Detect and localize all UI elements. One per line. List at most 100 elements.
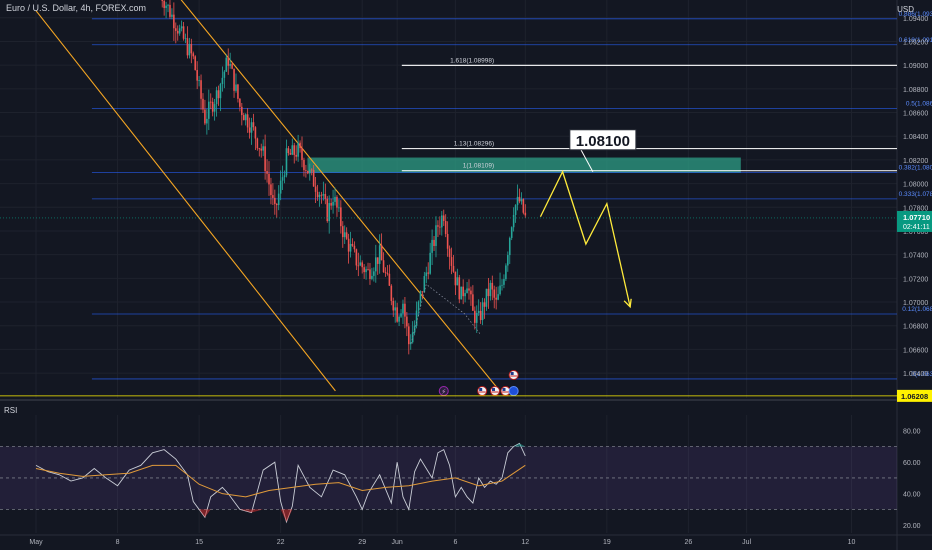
rsi-oversold-fill <box>251 509 264 513</box>
candle-body <box>429 252 431 274</box>
candle-body <box>322 194 325 196</box>
y-tick-label: 1.07000 <box>903 300 928 307</box>
x-tick-label: 6 <box>453 539 457 546</box>
candle-body <box>318 194 321 198</box>
rsi-oversold-fill <box>204 509 211 518</box>
candle-body <box>454 271 457 286</box>
event-eu-flag-icon <box>508 386 519 396</box>
candle-body <box>433 239 435 246</box>
candle-body <box>450 257 453 266</box>
x-tick-label: Jun <box>392 539 403 546</box>
candle-body <box>258 148 261 150</box>
candle-body <box>448 248 451 258</box>
candle-body <box>384 272 387 273</box>
candle-body <box>188 44 191 56</box>
rsi-tick-label: 80.00 <box>903 429 921 436</box>
candle-body <box>411 332 414 343</box>
candle-body <box>376 257 379 264</box>
callout-pointer <box>579 147 594 172</box>
candle-body <box>169 4 171 17</box>
fib-label: 1(1.08109) <box>463 163 494 170</box>
candle-body <box>173 14 175 29</box>
candle-body <box>198 80 200 82</box>
candle-body <box>343 232 346 238</box>
y-tick-label: 1.06600 <box>903 347 928 354</box>
candle-body <box>204 109 206 124</box>
candle-body <box>396 307 398 322</box>
candle-body <box>495 297 497 300</box>
projection-arrowhead <box>623 298 632 309</box>
last-price-tag <box>897 210 932 232</box>
candle-body <box>353 245 356 250</box>
candle-body <box>514 205 517 215</box>
candle-body <box>194 56 197 71</box>
candle-body <box>371 275 373 279</box>
candle-body <box>275 203 278 206</box>
price-axis-layer: 1.09400 1.09200 1.09000 1.08800 1.08600 1.084… <box>0 16 932 402</box>
candle-body <box>460 286 463 300</box>
candle-body <box>326 198 329 222</box>
candle-body <box>431 239 433 253</box>
candle-body <box>435 225 437 246</box>
candle-body <box>491 282 494 290</box>
candle-body <box>176 30 179 34</box>
time-axis-layer: May 8 15 22 29 Jun 6 12 19 26 Jul 10 <box>0 534 932 546</box>
candle-body <box>458 277 461 300</box>
candle-body <box>409 342 412 345</box>
symbol-title: Euro / U.S. Dollar, 4h, FOREX.com <box>6 3 147 13</box>
candle-body <box>481 302 484 321</box>
candle-body <box>274 197 276 204</box>
candle-body <box>308 169 311 174</box>
x-tick-label: May <box>29 539 43 546</box>
candle-body <box>380 245 383 261</box>
candle-body <box>369 269 371 279</box>
event-lightning-icon <box>438 386 449 396</box>
candle-body <box>248 127 251 133</box>
y-tick-label: 1.08200 <box>903 158 928 165</box>
fib-label: 0.333(1.07871) <box>899 191 932 198</box>
candle-body <box>316 191 319 198</box>
resistance-zone <box>307 157 741 173</box>
candle-body <box>237 84 239 99</box>
candle-body <box>324 194 327 199</box>
candle-body <box>474 310 476 323</box>
candle-body <box>225 57 228 72</box>
candle-body <box>239 98 241 107</box>
candle-body <box>190 44 193 54</box>
y-tick-label: 1.08000 <box>903 182 928 189</box>
dotted-structure-line <box>410 283 482 344</box>
candle-body <box>452 265 455 272</box>
y-tick-label: 1.07200 <box>903 276 928 283</box>
event-markers-layer: ⚡ <box>438 370 519 396</box>
candle-body <box>180 26 183 29</box>
candle-body <box>512 214 515 228</box>
candle-body <box>345 232 348 239</box>
channel-layer <box>35 0 501 392</box>
flag-canton <box>479 388 483 391</box>
fib-levels-layer: 0.886(1.09391) 0.618(1.09172) 1.618(1.0899… <box>91 11 932 380</box>
candle-body <box>487 288 490 297</box>
candle-body <box>392 300 395 311</box>
candle-body <box>402 303 404 314</box>
candle-body <box>310 169 313 171</box>
candle-body <box>287 148 290 154</box>
candle-body <box>303 159 305 171</box>
candle-body <box>363 267 365 273</box>
candle-body <box>202 98 204 110</box>
rsi-overbought-fill <box>513 443 520 447</box>
candle-body <box>184 38 187 40</box>
candle-body <box>340 207 342 227</box>
last-price-value: 1.07710 <box>903 213 930 222</box>
flag-canton <box>492 388 496 391</box>
candle-body <box>365 269 367 273</box>
rsi-overbought-fill <box>519 443 526 447</box>
callout-price: 1.08100 <box>576 133 630 150</box>
fib-label: 0.5(1.08633) <box>906 101 932 108</box>
x-tick-label: 19 <box>603 539 611 546</box>
candle-body <box>241 106 243 116</box>
candle-body <box>347 238 350 252</box>
candle-body <box>503 279 505 285</box>
candle-body <box>349 243 352 252</box>
